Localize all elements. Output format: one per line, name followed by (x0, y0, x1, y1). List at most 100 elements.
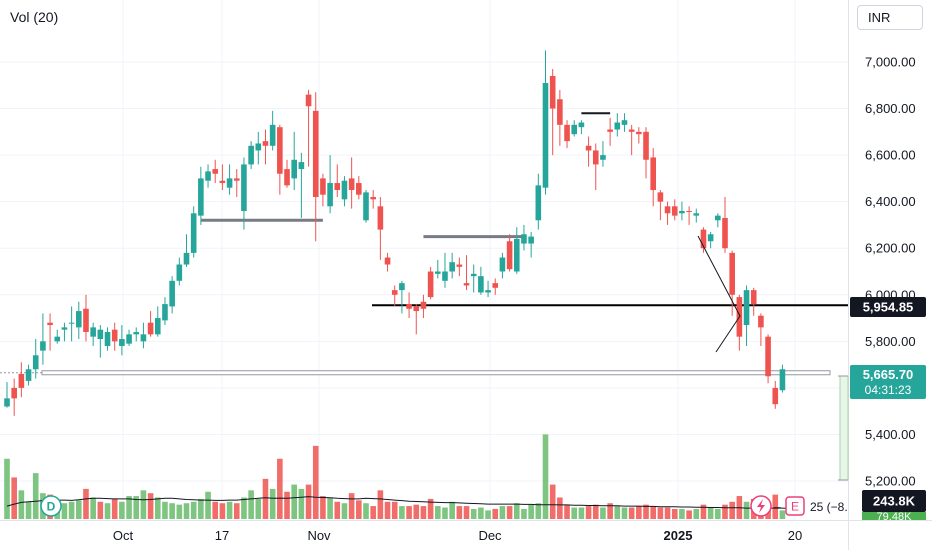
candle-body (111, 329, 118, 342)
candle-body (470, 273, 477, 277)
volume-bar (772, 494, 779, 519)
candle-body (334, 183, 341, 191)
price-badge-last-label: 5,665.70 (863, 367, 914, 382)
candle-body (370, 197, 376, 200)
volume-bar (506, 506, 513, 519)
candle-body (772, 387, 779, 405)
volume-bar (320, 496, 326, 519)
volume-bar (76, 500, 82, 519)
candle-body (18, 373, 25, 388)
volume-bar (564, 504, 570, 519)
candle-body (348, 178, 355, 191)
price-badge-resistance (850, 297, 926, 317)
flash-icon-glyph (757, 499, 765, 513)
volume-bar (18, 490, 25, 519)
volume-bar (463, 506, 470, 519)
candle-body (384, 257, 391, 265)
volume-bar (513, 503, 520, 519)
volume-bar (262, 478, 269, 519)
candle-body (463, 283, 470, 286)
volume-bar (305, 484, 312, 519)
candle-body (61, 327, 68, 330)
volume-bar (104, 503, 111, 519)
volume-bar (643, 504, 649, 519)
volume-bar (636, 506, 642, 519)
dividend-marker-label: D (47, 500, 56, 514)
y-tick-label: 5,200.00 (865, 474, 916, 489)
candle-body (686, 210, 692, 212)
volume-bar (571, 507, 578, 519)
currency-selector[interactable]: INR (857, 5, 923, 30)
volume-bar (456, 506, 463, 519)
measure-range (839, 375, 849, 481)
volume-badge-ma-label: 79.48K (877, 511, 913, 523)
volume-bar (427, 498, 434, 519)
volume-bar (435, 506, 441, 519)
volume-bar (284, 491, 290, 519)
candle-body (743, 290, 750, 326)
volume-bar (614, 506, 621, 519)
volume-bar (11, 477, 17, 519)
volume-bar (664, 507, 671, 519)
candle-body (298, 162, 305, 170)
candle-body (32, 355, 39, 370)
volume-bar (212, 501, 219, 519)
candle-body (679, 210, 685, 214)
volume-indicator-title[interactable]: Vol (20) (10, 9, 59, 25)
candle-body (391, 290, 398, 295)
candle-body (377, 206, 384, 230)
candle-body (176, 264, 183, 281)
triangle-pattern (697, 235, 741, 353)
volume-bar (671, 508, 678, 519)
earnings-text: 25 (−8. (810, 500, 848, 514)
volume-bar (420, 506, 427, 519)
volume-bar (4, 458, 10, 519)
candle-body (664, 206, 671, 214)
volume-bar (657, 507, 664, 519)
volume-bar (592, 504, 599, 519)
volume-bar (348, 493, 355, 519)
volume-bar (169, 503, 175, 519)
candle-body (564, 124, 570, 142)
candle-body (284, 169, 290, 186)
candle-body (765, 336, 771, 377)
candle-body (722, 217, 728, 249)
volume-bar (621, 507, 628, 519)
volume-bar (291, 484, 297, 519)
candle-body (485, 290, 491, 293)
volume-bar (255, 498, 262, 519)
volume-bar (722, 504, 728, 519)
candle-body (190, 213, 197, 253)
candle-body (341, 180, 348, 200)
candle-body (758, 315, 764, 328)
candle-body (671, 206, 678, 216)
volume-badge-label: 243.8K (873, 494, 916, 509)
candle-body (442, 271, 448, 281)
earnings-marker (785, 496, 805, 516)
candle-body (76, 311, 82, 328)
volume-bar (650, 506, 656, 519)
candle-body (399, 283, 405, 291)
candle-body (549, 75, 556, 109)
candle-body (542, 82, 549, 188)
legend-dash: – (774, 500, 781, 514)
volume-bar (198, 498, 204, 519)
candle-body (535, 185, 542, 221)
volume-bar (485, 510, 491, 519)
candle-body (600, 155, 606, 160)
countdown-label: 04:31:23 (865, 383, 912, 397)
candle-body (707, 234, 714, 242)
candle-body (68, 322, 75, 324)
volume-bar (557, 497, 563, 519)
volume-bar (528, 504, 534, 519)
candle-body (126, 334, 132, 344)
volume-bar (241, 497, 247, 519)
y-tick-label: 5,800.00 (865, 334, 916, 349)
y-tick-label: 6,600.00 (865, 148, 916, 163)
volume-bar (68, 501, 75, 519)
y-tick-label: 6,400.00 (865, 194, 916, 209)
candle-body (320, 178, 326, 195)
volume-bar (549, 484, 556, 519)
